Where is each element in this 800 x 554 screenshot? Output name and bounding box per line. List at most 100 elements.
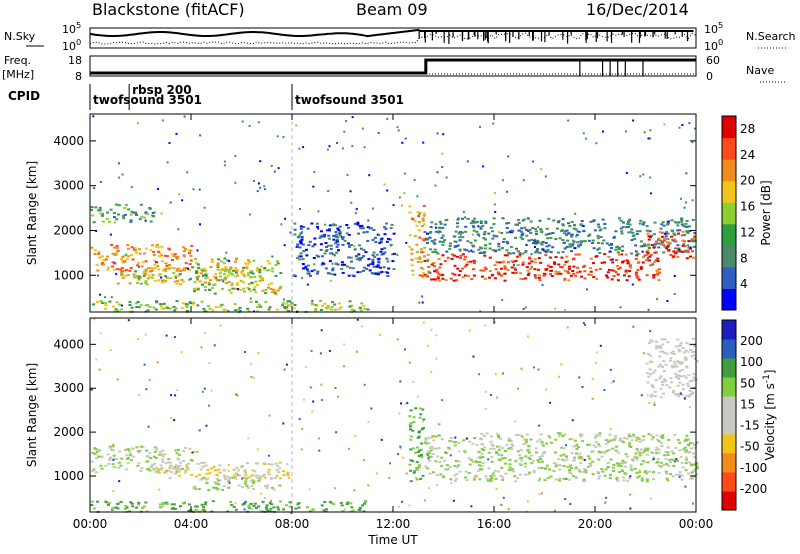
power-cell — [239, 289, 243, 292]
power-cell — [678, 229, 682, 232]
velocity-cell — [589, 465, 592, 467]
velocity-cell — [427, 455, 431, 458]
velocity-cell — [177, 448, 181, 451]
velocity-cell — [691, 351, 695, 353]
power-cell — [436, 271, 439, 274]
power-cell — [520, 234, 524, 237]
power-cell — [686, 230, 690, 233]
velocity-cell — [430, 328, 433, 331]
velocity-cell — [409, 448, 413, 451]
velocity-cell — [92, 507, 96, 510]
power-cell — [478, 234, 481, 237]
velocity-colorbar-segment — [722, 491, 736, 511]
power-cell — [185, 305, 189, 308]
velocity-cell — [678, 475, 681, 478]
velocity-cell — [635, 472, 639, 475]
power-cell — [293, 222, 297, 225]
velocity-cell — [688, 442, 692, 444]
power-cell — [386, 117, 389, 120]
power-cell — [472, 259, 476, 262]
power-cell — [189, 302, 193, 304]
power-cell — [247, 259, 250, 262]
noise-sky-line — [89, 28, 694, 38]
power-cell — [403, 192, 406, 195]
velocity-cell — [650, 361, 654, 363]
velocity-cell — [672, 464, 676, 467]
velocity-cell — [421, 474, 425, 477]
power-cell — [387, 267, 391, 270]
power-cell — [147, 267, 150, 270]
velocity-cell — [259, 509, 262, 512]
power-cell — [362, 269, 365, 272]
power-cell — [621, 245, 625, 248]
power-cell — [128, 301, 132, 304]
velocity-cell — [626, 455, 629, 458]
power-cell — [101, 220, 105, 223]
velocity-cell — [112, 443, 115, 446]
velocity-cell — [665, 352, 669, 355]
power-cell — [686, 232, 690, 235]
power-colorbar-tick: 8 — [740, 251, 748, 265]
power-cell — [216, 268, 220, 271]
velocity-cell — [257, 479, 261, 482]
velocity-cell — [178, 474, 182, 477]
power-cell — [421, 217, 425, 220]
power-cell — [401, 204, 403, 207]
velocity-cell — [432, 447, 436, 450]
power-cell — [630, 228, 634, 231]
power-cell — [574, 253, 578, 256]
power-cell — [561, 239, 565, 241]
power-cell — [690, 238, 694, 241]
velocity-cell — [213, 481, 217, 484]
velocity-cell — [458, 450, 461, 453]
velocity-cell — [671, 350, 675, 353]
velocity-cell — [320, 504, 324, 507]
power-cell — [463, 265, 467, 268]
power-cell — [569, 245, 572, 248]
velocity-cell — [453, 441, 457, 443]
velocity-cell — [420, 456, 424, 458]
power-cell — [427, 271, 431, 274]
power-cell — [223, 164, 226, 167]
power-cell — [432, 262, 436, 264]
power-cell — [639, 219, 643, 222]
power-cell — [115, 244, 119, 247]
velocity-cell — [660, 338, 664, 341]
velocity-cell — [641, 452, 644, 455]
power-cell — [645, 274, 649, 277]
power-cell — [223, 160, 226, 163]
velocity-cell — [642, 435, 646, 438]
power-cell — [434, 226, 437, 229]
power-cell — [350, 244, 353, 246]
power-cell — [122, 217, 126, 220]
velocity-cell — [575, 452, 578, 455]
velocity-cell — [676, 459, 680, 462]
power-cell — [427, 270, 431, 273]
power-cell — [376, 261, 380, 264]
power-cell — [106, 255, 110, 258]
power-cell — [513, 272, 517, 275]
velocity-cell — [588, 462, 592, 465]
power-cell — [598, 252, 602, 254]
velocity-cell — [519, 448, 523, 451]
velocity-cell — [536, 459, 540, 462]
power-cell — [200, 268, 203, 271]
power-cell — [685, 220, 689, 222]
velocity-cell — [565, 455, 568, 458]
power-cell — [464, 255, 467, 258]
velocity-cell — [164, 501, 168, 504]
power-cell — [443, 260, 447, 262]
velocity-cell — [696, 467, 699, 470]
velocity-cell — [563, 433, 567, 436]
power-cell — [410, 264, 414, 267]
velocity-cell — [586, 465, 590, 468]
velocity-cell — [508, 459, 512, 461]
power-cell — [414, 257, 418, 260]
velocity-cell — [200, 346, 203, 349]
velocity-cell — [208, 472, 212, 475]
velocity-cell — [687, 461, 691, 464]
velocity-cell — [666, 451, 670, 454]
power-cell — [253, 276, 257, 278]
power-cell — [635, 276, 639, 279]
power-cell — [207, 283, 211, 286]
